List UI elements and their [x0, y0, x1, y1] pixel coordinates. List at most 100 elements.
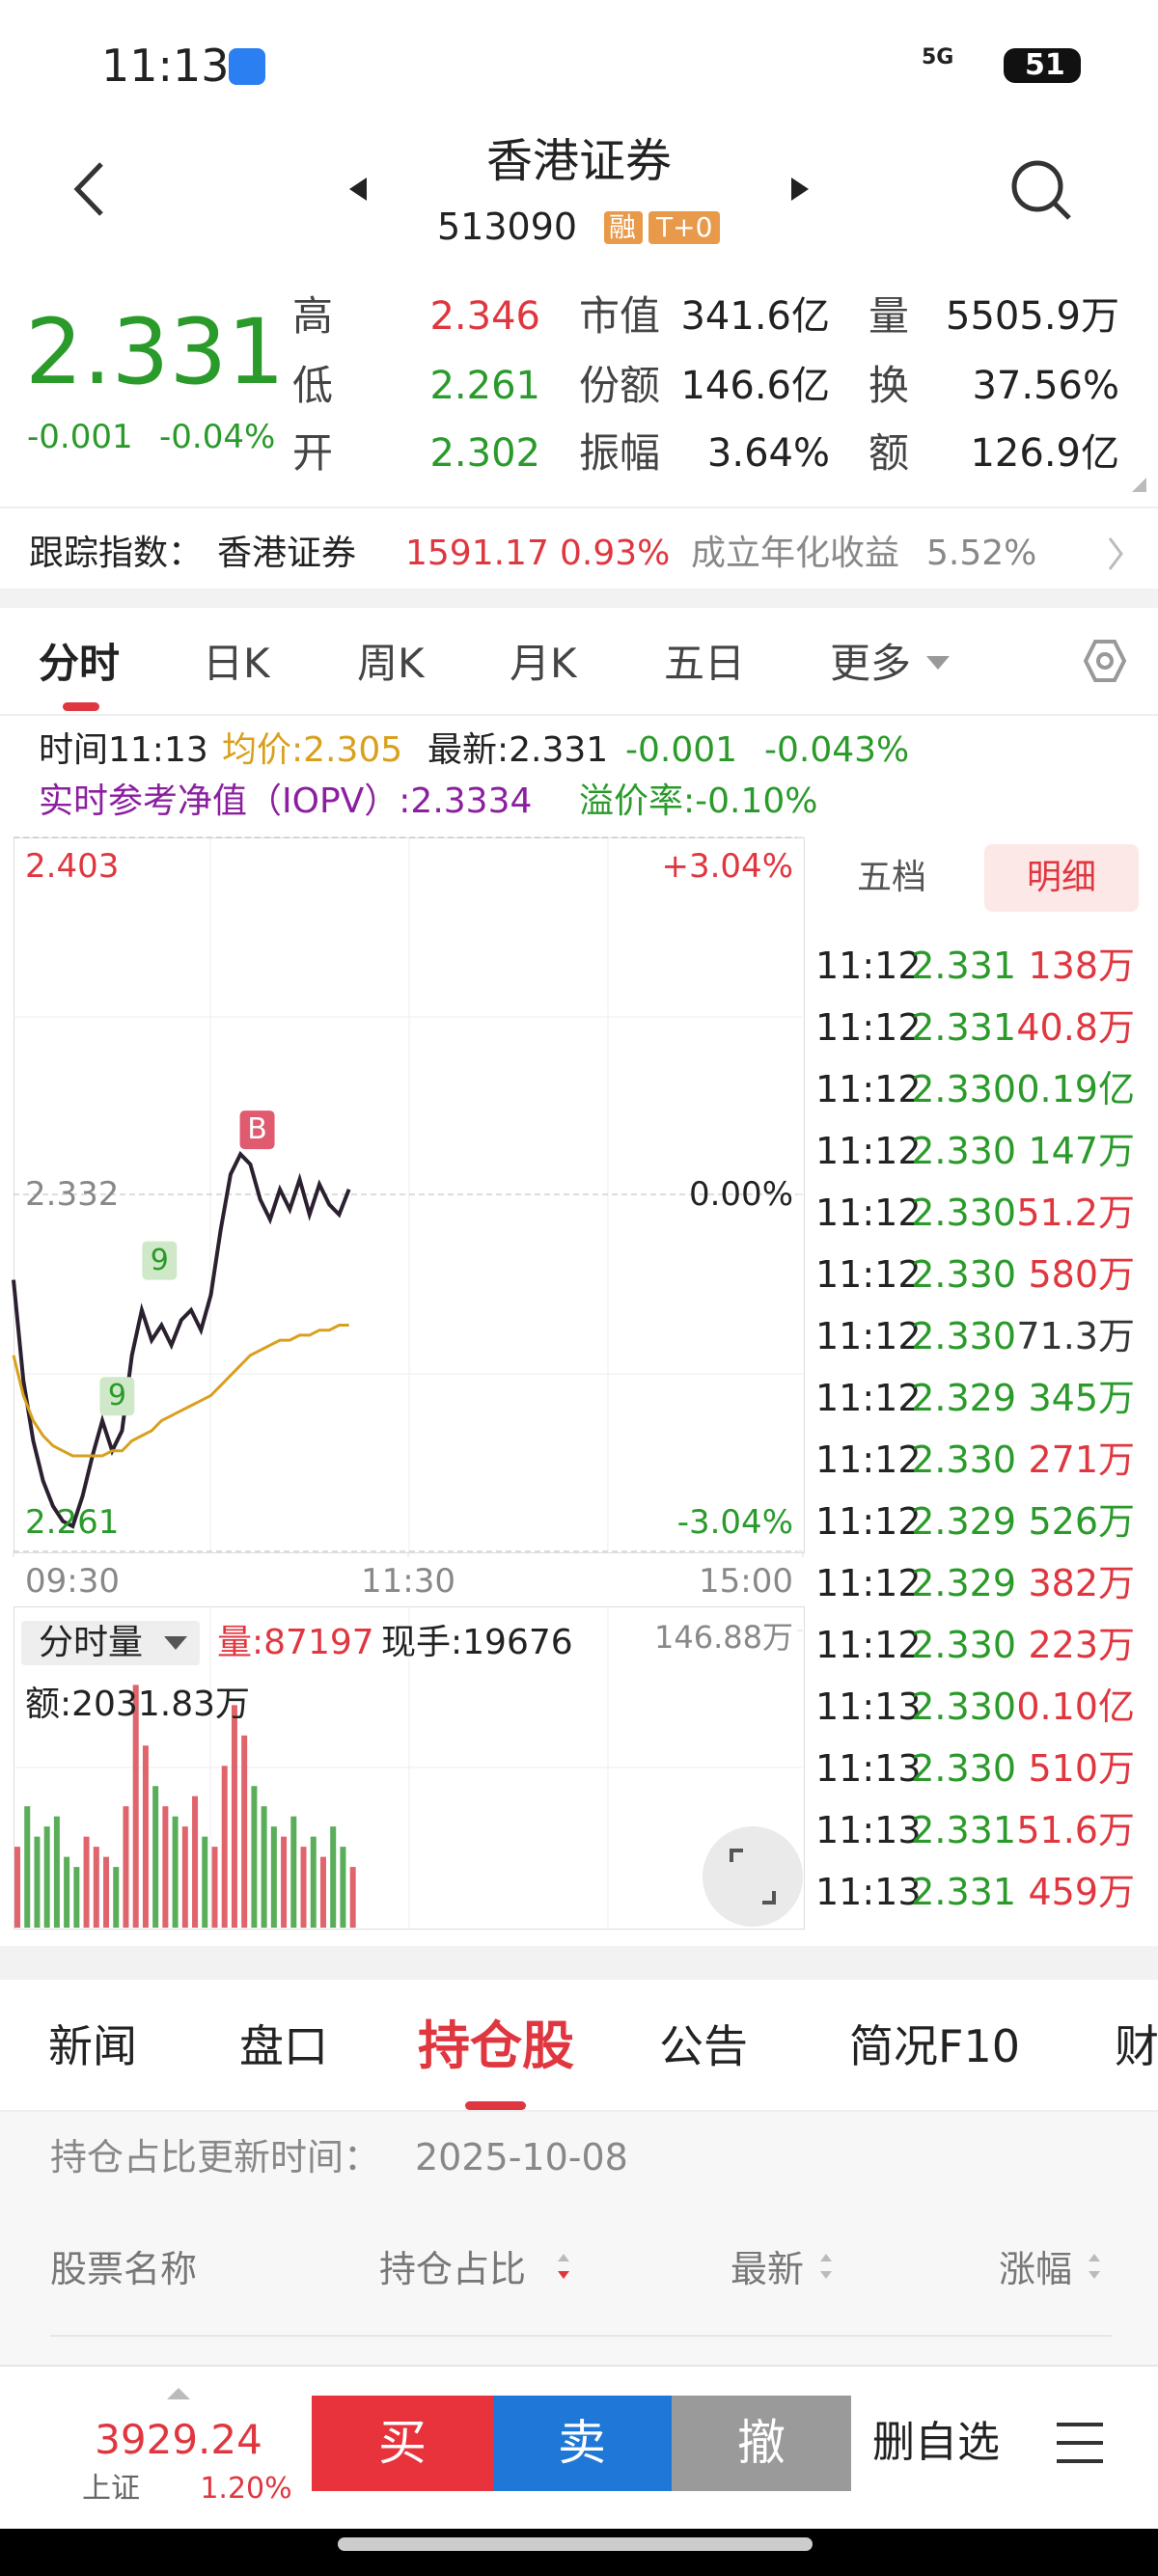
menu-icon[interactable]	[1057, 2423, 1103, 2463]
volume-bar	[64, 1856, 70, 1928]
sort-icon[interactable]	[820, 2271, 832, 2279]
holdings-bg	[0, 2112, 1158, 2365]
chart-tab[interactable]: 月K	[510, 640, 577, 687]
info-iopv: 实时参考净值（IOPV）:2.3334	[39, 781, 533, 821]
volume-bar	[290, 1816, 297, 1928]
detail-tab[interactable]: 五档	[856, 858, 927, 897]
search-icon[interactable]	[1011, 160, 1063, 212]
section-tab[interactable]: 简况F10	[849, 2020, 1020, 2072]
chart-tab[interactable]: 更多	[830, 640, 912, 687]
section-tab[interactable]: 盘口	[239, 2020, 328, 2072]
dropdown-icon[interactable]	[926, 656, 950, 670]
separator	[0, 714, 1158, 716]
chart-tab[interactable]: 周K	[357, 640, 425, 687]
buy-label[interactable]: 买	[378, 2415, 427, 2471]
footer-border	[0, 2365, 1158, 2367]
y2-tick-label: -3.04%	[676, 1503, 793, 1542]
marker-label: B	[247, 1112, 267, 1147]
trade-price: 2.330	[911, 1315, 1016, 1357]
price-line	[12, 1323, 349, 1458]
trade-time: 11:12	[815, 1377, 922, 1419]
battery-level: 51	[1025, 48, 1065, 82]
trade-volume: 40.8万	[1016, 1006, 1135, 1049]
trade-time: 11:13	[815, 1871, 922, 1913]
info-pct: -0.043%	[764, 730, 910, 770]
column-header[interactable]: 持仓占比	[379, 2248, 527, 2290]
sort-icon[interactable]	[820, 2254, 832, 2261]
field-value: 2.261	[429, 364, 540, 408]
chart-tab[interactable]: 分时	[39, 640, 121, 687]
up-arrow	[167, 2388, 190, 2399]
volume-bar	[340, 1847, 346, 1928]
prev-icon[interactable]	[349, 178, 367, 201]
marker	[99, 1377, 135, 1416]
volume: 量:87197	[217, 1623, 374, 1662]
chart-tab[interactable]: 五日	[664, 640, 746, 687]
expand-icon	[762, 1891, 776, 1905]
detail-tab-active[interactable]	[984, 844, 1139, 912]
trade-volume: 526万	[1028, 1500, 1135, 1543]
volume-bar	[270, 1826, 277, 1928]
tracking-label: 跟踪指数：	[29, 534, 204, 573]
sort-icon[interactable]	[1089, 2254, 1100, 2261]
update-label: 持仓占比更新时间：	[50, 2136, 381, 2179]
sell-label[interactable]: 卖	[558, 2415, 606, 2471]
trade-volume: 138万	[1028, 945, 1135, 987]
section-tab[interactable]: 财	[1115, 2020, 1158, 2072]
sort-icon[interactable]	[558, 2271, 569, 2279]
column-header[interactable]: 涨幅	[999, 2248, 1073, 2290]
column-header[interactable]: 最新	[731, 2248, 805, 2290]
trade-price: 2.331	[911, 1871, 1016, 1913]
code: 513090	[437, 206, 578, 248]
trade-price: 2.330	[911, 1747, 1016, 1790]
detail-tab[interactable]: 明细	[1026, 858, 1097, 897]
volume-bar	[330, 1826, 337, 1928]
trade-price: 2.330	[911, 1253, 1016, 1296]
index-name: 上证	[82, 2472, 140, 2506]
buy-button[interactable]	[312, 2396, 493, 2491]
field-value: 3.64%	[706, 431, 830, 476]
volume-bar	[261, 1806, 267, 1928]
cancel-label[interactable]: 撤	[737, 2415, 786, 2471]
trade-price: 2.329	[911, 1377, 1016, 1419]
marker-label: 9	[107, 1379, 126, 1413]
status-time: 11:13	[101, 40, 230, 92]
volume-selector[interactable]: 分时量	[39, 1623, 144, 1662]
tracking-index[interactable]: 香港证券	[217, 534, 357, 573]
chevron[interactable]	[1108, 537, 1123, 570]
back-icon[interactable]	[73, 162, 103, 216]
index-value[interactable]: 3929.24	[95, 2416, 262, 2463]
sell-button[interactable]	[493, 2396, 672, 2491]
volume-bar	[142, 1745, 149, 1928]
settings-icon[interactable]	[1083, 640, 1127, 682]
trade-price: 2.331	[911, 945, 1016, 987]
trade-price: 2.329	[911, 1500, 1016, 1543]
sort-icon[interactable]	[1089, 2271, 1100, 2279]
volume-bar	[241, 1735, 248, 1928]
volume-bar	[300, 1847, 307, 1928]
volume-bar	[181, 1826, 188, 1928]
sort-icon[interactable]	[558, 2254, 569, 2261]
section-tab[interactable]: 新闻	[48, 2020, 137, 2072]
section-tab[interactable]: 公告	[659, 2020, 748, 2072]
expand-triangle[interactable]	[1132, 478, 1146, 492]
marker	[239, 1110, 275, 1150]
volume-bar	[14, 1847, 20, 1928]
trade-time: 11:13	[815, 1685, 922, 1728]
x-tick-label: 15:00	[699, 1562, 793, 1601]
dropdown-icon[interactable]	[164, 1636, 187, 1650]
volume-tick-label: 146.88万	[654, 1619, 793, 1656]
chart-tab[interactable]: 日K	[203, 640, 270, 687]
trade-time: 11:12	[815, 1192, 922, 1234]
next-icon[interactable]	[791, 178, 809, 201]
marker	[142, 1241, 178, 1280]
volume-bar	[251, 1786, 258, 1928]
expand-button[interactable]	[703, 1826, 803, 1927]
trade-price: 2.330	[911, 1685, 1016, 1728]
section-tab[interactable]: 持仓股	[418, 2015, 574, 2076]
field-label: 市值	[579, 292, 661, 340]
field-label: 开	[292, 429, 334, 477]
cancel-button[interactable]	[672, 2396, 851, 2491]
expand-icon	[730, 1849, 743, 1862]
remove-watchlist[interactable]: 删自选	[872, 2418, 1000, 2467]
